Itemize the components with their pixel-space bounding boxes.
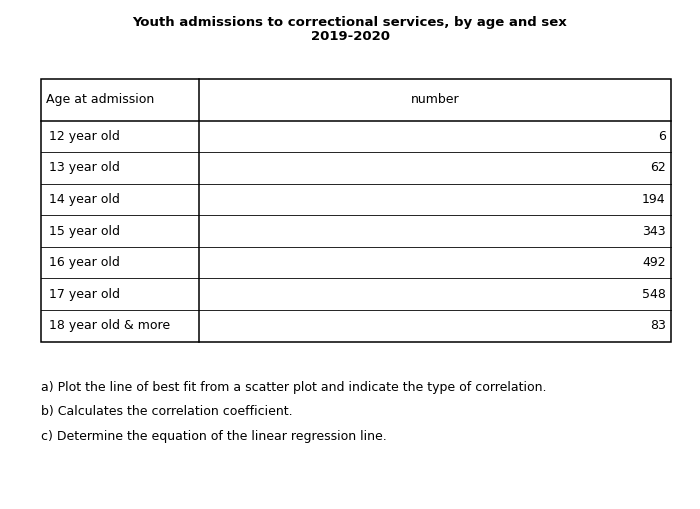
Text: 15 year old: 15 year old — [49, 224, 120, 238]
Text: 83: 83 — [650, 319, 666, 332]
Text: b) Calculates the correlation coefficient.: b) Calculates the correlation coefficien… — [41, 405, 292, 418]
Text: 548: 548 — [642, 288, 666, 301]
Text: 16 year old: 16 year old — [49, 256, 120, 269]
Text: 12 year old: 12 year old — [49, 130, 120, 143]
Text: 492: 492 — [642, 256, 666, 269]
Text: 14 year old: 14 year old — [49, 193, 120, 206]
Text: 18 year old & more: 18 year old & more — [49, 319, 170, 332]
Text: 62: 62 — [650, 161, 666, 175]
Text: a) Plot the line of best fit from a scatter plot and indicate the type of correl: a) Plot the line of best fit from a scat… — [41, 381, 546, 394]
Text: 343: 343 — [642, 224, 666, 238]
Text: c) Determine the equation of the linear regression line.: c) Determine the equation of the linear … — [41, 430, 386, 443]
Text: number: number — [411, 93, 459, 106]
Text: 2019-2020: 2019-2020 — [311, 30, 389, 43]
Text: 6: 6 — [658, 130, 666, 143]
Text: 13 year old: 13 year old — [49, 161, 120, 175]
Text: 17 year old: 17 year old — [49, 288, 120, 301]
Text: Age at admission: Age at admission — [46, 93, 154, 106]
Text: Youth admissions to correctional services, by age and sex: Youth admissions to correctional service… — [132, 16, 568, 30]
Text: 194: 194 — [642, 193, 666, 206]
